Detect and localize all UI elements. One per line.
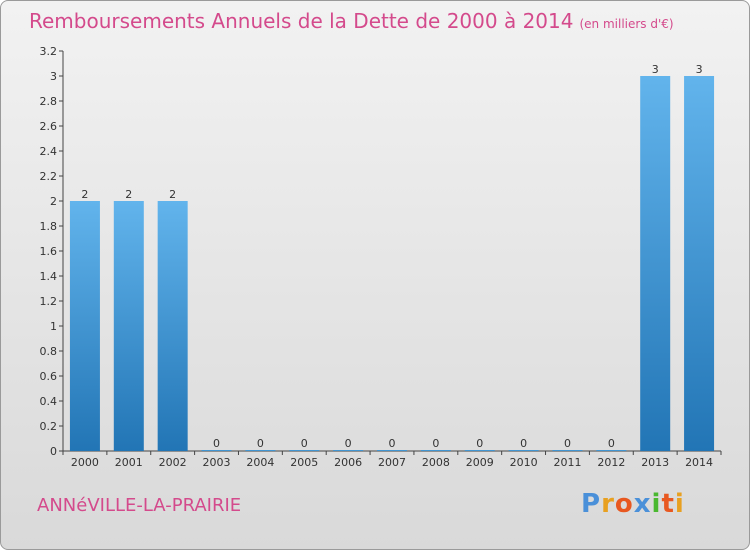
bar-2006	[333, 450, 364, 451]
x-tick-label: 2006	[334, 456, 362, 469]
x-tick-label: 2000	[71, 456, 99, 469]
bar-2007	[377, 450, 407, 451]
y-tick-label: 2.4	[40, 145, 58, 158]
y-tick-label: 0.4	[40, 395, 58, 408]
bar-2005	[289, 450, 320, 451]
y-tick-label: 2.2	[40, 170, 58, 183]
y-tick-label: 0.6	[40, 370, 58, 383]
y-tick-label: 2	[50, 195, 57, 208]
x-tick-label: 2007	[378, 456, 406, 469]
bar-2013	[640, 76, 671, 451]
y-tick-label: 2.6	[40, 120, 58, 133]
x-tick-label: 2013	[641, 456, 669, 469]
data-label-2003: 0	[213, 437, 220, 450]
bar-2009	[464, 450, 495, 451]
y-tick-label: 1	[50, 320, 57, 333]
x-tick-label: 2014	[685, 456, 713, 469]
y-tick-label: 0	[50, 445, 57, 458]
logo-letter: t	[661, 489, 675, 519]
logo-letter: P	[581, 489, 602, 519]
data-label-2008: 0	[432, 437, 439, 450]
chart-title: Remboursements Annuels de la Dette de 20…	[29, 9, 674, 33]
bar-2002	[157, 201, 188, 451]
data-label-2005: 0	[301, 437, 308, 450]
data-label-2013: 3	[652, 63, 659, 76]
x-tick-label: 2002	[159, 456, 187, 469]
bar-2014	[684, 76, 715, 451]
data-label-2002: 2	[169, 188, 176, 201]
bar-2000	[69, 201, 100, 451]
x-tick-label: 2001	[115, 456, 143, 469]
x-tick-label: 2009	[466, 456, 494, 469]
x-tick-label: 2008	[422, 456, 450, 469]
logo-letter: x	[633, 489, 652, 519]
data-label-2004: 0	[257, 437, 264, 450]
location-label: ANNéVILLE-LA-PRAIRIE	[37, 495, 242, 516]
data-label-2012: 0	[608, 437, 615, 450]
y-tick-label: 0.2	[40, 420, 58, 433]
y-tick-label: 3.2	[40, 45, 58, 58]
chart-unit: (en milliers d'€)	[579, 17, 674, 31]
axes: 0 0.2 0.4 0.6 0.8 1 1.2 1.4 1.6 1.8 2 2.2 2.4 2.6 2.8 3…	[40, 45, 722, 469]
data-labels: 2 2 2 0 0 0 0 0 0 0 0 0 0 3 3	[81, 63, 702, 450]
chart-title-text: Remboursements Annuels de la Dette de 20…	[29, 9, 574, 33]
x-tick-label: 2011	[553, 456, 581, 469]
bar-2004	[245, 450, 276, 451]
x-tick-label: 2010	[510, 456, 538, 469]
x-tick-label: 2005	[290, 456, 318, 469]
x-tick-label: 2004	[246, 456, 274, 469]
bar-2001	[113, 201, 144, 451]
x-tick-label: 2012	[597, 456, 625, 469]
data-label-2007: 0	[389, 437, 396, 450]
logo-letter: r	[601, 489, 615, 519]
x-tick-label: 2003	[203, 456, 231, 469]
logo-letter: i	[651, 489, 662, 519]
y-tick-label: 1.2	[40, 295, 58, 308]
data-label-2000: 2	[81, 188, 88, 201]
y-tick-label: 1.8	[40, 220, 58, 233]
bar-2012	[596, 450, 627, 451]
data-label-2001: 2	[125, 188, 132, 201]
data-label-2011: 0	[564, 437, 571, 450]
bars	[69, 76, 715, 451]
y-tick-label: 1.4	[40, 270, 58, 283]
y-tick-label: 1.6	[40, 245, 58, 258]
bar-2008	[420, 450, 451, 451]
bar-2011	[552, 450, 583, 451]
y-tick-label: 0.8	[40, 345, 58, 358]
data-label-2014: 3	[696, 63, 703, 76]
data-label-2009: 0	[476, 437, 483, 450]
logo-letter: i	[674, 489, 685, 519]
logo-letter: o	[614, 489, 634, 519]
y-tick-label: 3	[50, 70, 57, 83]
proxiti-logo: Proxiti	[581, 489, 685, 519]
bar-2010	[508, 450, 539, 451]
y-tick-label: 2.8	[40, 95, 58, 108]
data-label-2006: 0	[345, 437, 352, 450]
data-label-2010: 0	[520, 437, 527, 450]
bar-2003	[201, 450, 232, 451]
